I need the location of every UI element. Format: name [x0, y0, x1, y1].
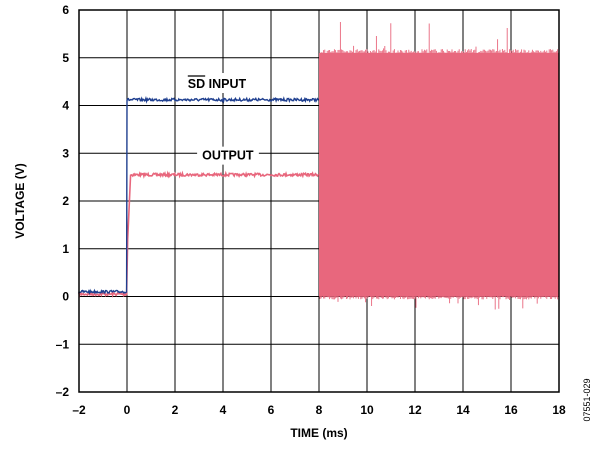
x-tick-label: 12: [408, 403, 422, 417]
x-tick-label: 10: [360, 403, 374, 417]
sd-input-text: INPUT: [205, 77, 246, 91]
x-tick-label: –2: [72, 403, 86, 417]
x-tick-label: 4: [220, 403, 227, 417]
x-tick-label: 2: [172, 403, 179, 417]
switching-band: [319, 22, 560, 310]
switching-band-fill: [319, 52, 559, 297]
x-axis-label: TIME (ms): [290, 426, 347, 440]
x-tick-label: 8: [316, 403, 323, 417]
y-tick-label: 6: [62, 3, 69, 17]
output-label-bg: [197, 146, 259, 165]
x-tick-label: 6: [268, 403, 275, 417]
plot-frame: [78, 9, 560, 393]
x-tick-label: 14: [456, 403, 470, 417]
y-axis-label: VOLTAGE (V): [13, 163, 27, 239]
svg-text:SD INPUT: SD INPUT: [188, 77, 247, 91]
sd-input-annotation: SD INPUT: [181, 73, 253, 94]
series-lines: [78, 95, 320, 298]
y-tick-label: 4: [62, 99, 69, 113]
y-tick-label: –2: [56, 385, 70, 399]
x-tick-label: 0: [124, 403, 131, 417]
figure-id: 07551-029: [582, 378, 592, 421]
output-line: [78, 170, 320, 298]
sd-input-label-bg: [181, 73, 253, 94]
sd-input-line: [78, 95, 319, 295]
switching-spikes: [319, 22, 560, 310]
y-tick-label: 3: [62, 146, 69, 160]
y-tick-label: 2: [62, 194, 69, 208]
y-tick-label: 5: [62, 51, 69, 65]
x-tick-label: 16: [504, 403, 518, 417]
x-tick-label: 18: [552, 403, 566, 417]
y-tick-label: 1: [62, 242, 69, 256]
output-annotation: OUTPUT: [202, 149, 254, 163]
y-tick-label: –1: [56, 337, 70, 351]
sd-overbar-text: SD: [188, 77, 205, 91]
y-tick-label: 0: [62, 290, 69, 304]
